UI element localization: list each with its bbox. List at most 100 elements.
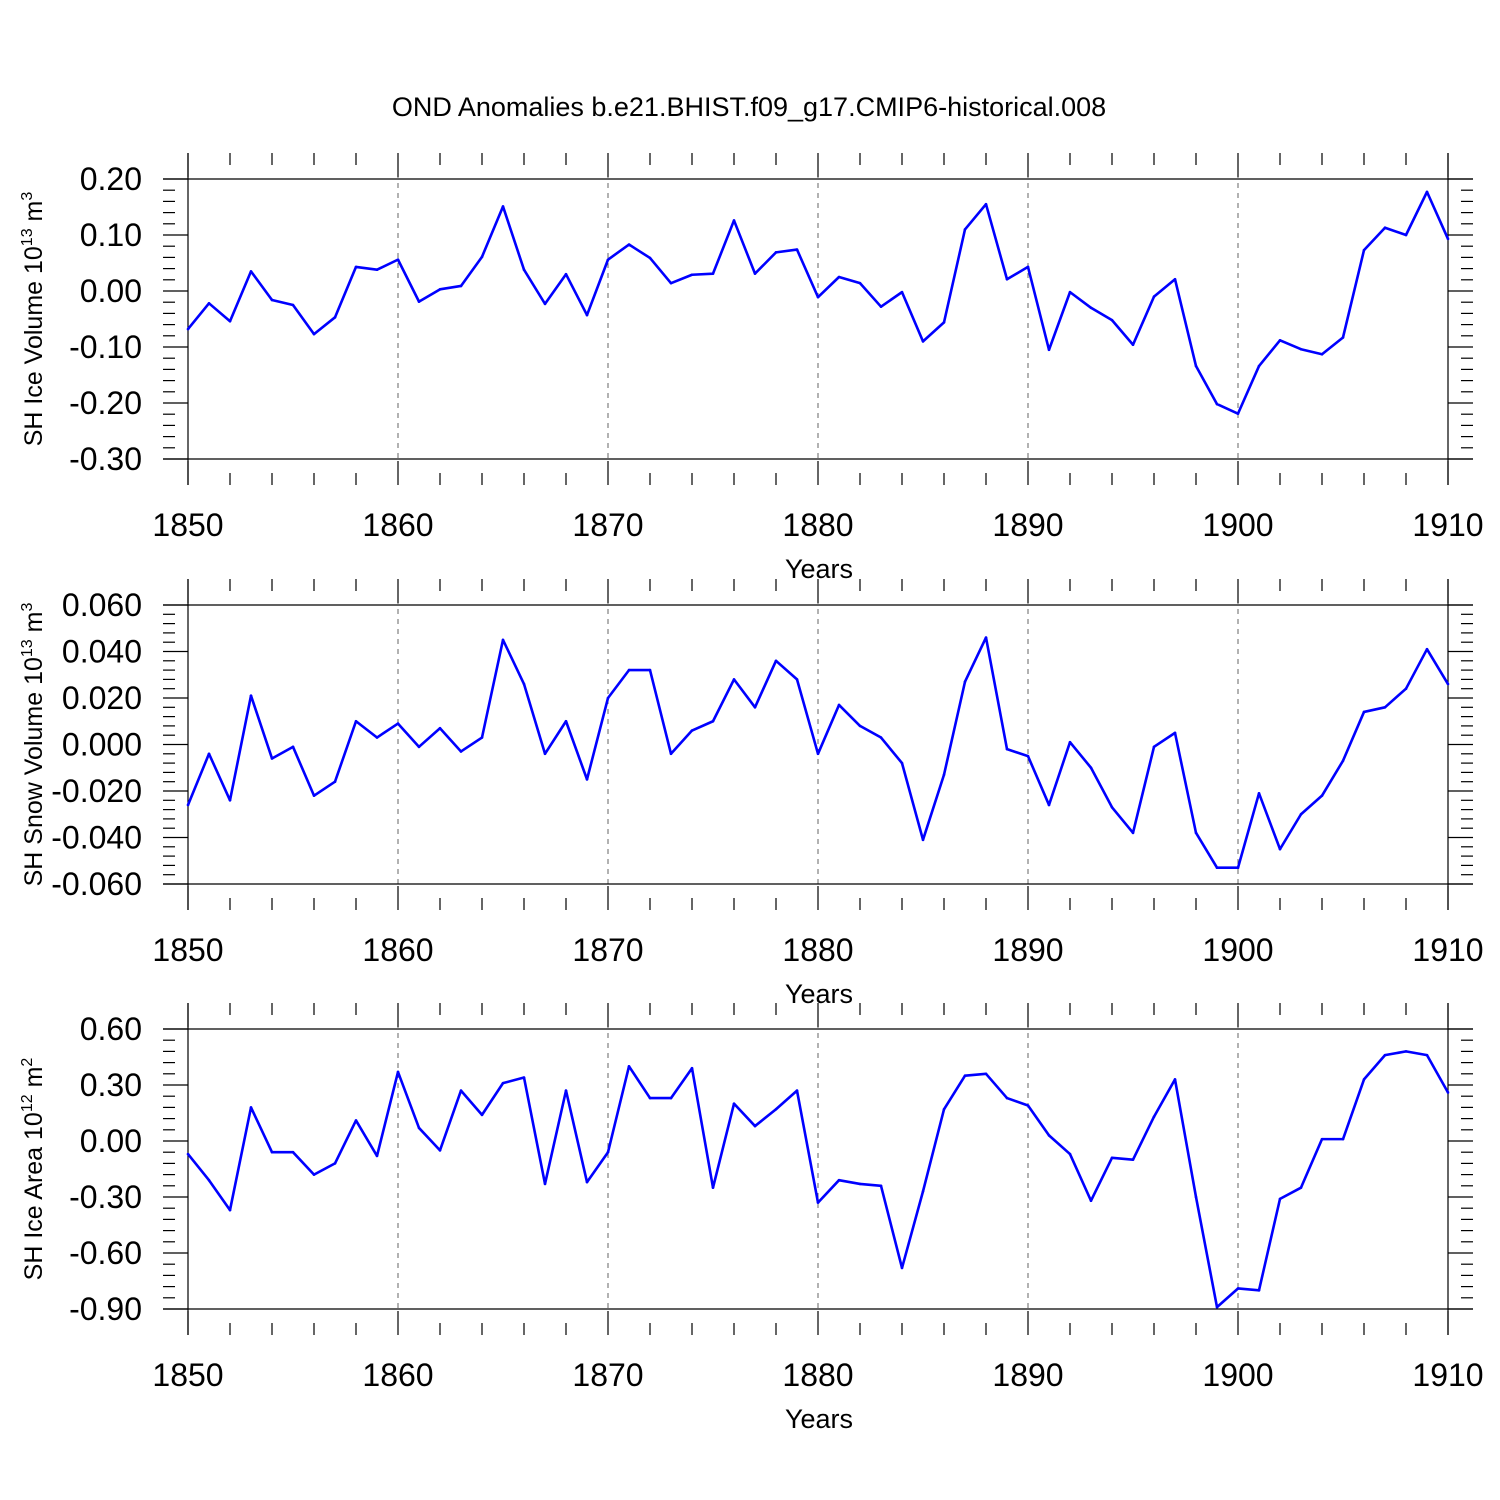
chart-title: OND Anomalies b.e21.BHIST.f09_g17.CMIP6-… — [392, 92, 1106, 122]
data-point — [438, 1149, 442, 1152]
data-point — [795, 248, 799, 251]
data-point — [564, 719, 568, 723]
data-point — [1257, 1289, 1261, 1292]
data-point — [207, 302, 211, 305]
data-point — [501, 1081, 505, 1085]
data-point — [1320, 352, 1324, 356]
data-point — [606, 1150, 610, 1154]
data-point — [690, 273, 694, 277]
data-point — [1173, 277, 1177, 281]
data-point — [690, 1066, 694, 1070]
data-point — [1005, 747, 1009, 751]
data-point — [1236, 412, 1240, 415]
x-tick-label: 1850 — [152, 507, 223, 543]
data-point — [186, 803, 190, 807]
data-point — [1005, 277, 1009, 281]
data-point — [858, 1182, 862, 1186]
y-tick-label: 0.00 — [80, 273, 142, 309]
data-point — [1425, 190, 1429, 194]
data-point — [1215, 866, 1219, 870]
data-point — [753, 706, 757, 709]
data-point — [354, 719, 358, 723]
data-point — [942, 773, 946, 777]
data-point — [1383, 1053, 1387, 1057]
x-tick-label: 1880 — [782, 1357, 853, 1393]
data-point — [816, 295, 820, 299]
data-point — [585, 778, 589, 781]
data-point — [207, 752, 211, 756]
y-tick-label: 0.10 — [80, 217, 142, 253]
data-point — [312, 794, 316, 797]
data-point — [396, 258, 400, 261]
x-tick-label: 1870 — [572, 932, 643, 968]
data-point — [1278, 847, 1282, 851]
data-point — [1278, 338, 1282, 342]
data-point — [1257, 364, 1261, 368]
data-point — [375, 268, 379, 272]
data-point — [1215, 1305, 1219, 1309]
data-point — [396, 722, 400, 725]
data-point — [1362, 1078, 1366, 1081]
data-point — [249, 694, 253, 697]
data-point — [375, 736, 379, 739]
series-line — [186, 1050, 1450, 1309]
data-point — [1425, 1053, 1429, 1057]
data-point — [816, 752, 820, 756]
data-point — [1194, 1195, 1198, 1199]
data-point — [1320, 794, 1324, 797]
data-point — [1425, 647, 1429, 651]
panel-3: 0.60 0.30 0.00 -0.30 -0.60 -0.90 1850 1860 1870 1… — [19, 1003, 1484, 1434]
data-point — [1110, 805, 1114, 809]
data-point — [1026, 754, 1030, 758]
data-point — [900, 1266, 904, 1270]
x-tick-label: 1850 — [152, 1357, 223, 1393]
x-tick-label: 1900 — [1202, 507, 1273, 543]
data-point — [1005, 1096, 1009, 1100]
data-point — [1047, 803, 1051, 807]
data-point — [1299, 812, 1303, 816]
data-point — [627, 1065, 631, 1068]
data-point — [207, 1178, 211, 1182]
data-point — [921, 838, 925, 842]
x-tick-label: 1910 — [1412, 932, 1483, 968]
data-point — [921, 1190, 925, 1193]
data-point — [354, 1119, 358, 1122]
data-point — [1383, 226, 1387, 230]
data-point — [312, 1173, 316, 1176]
data-point — [648, 256, 652, 260]
y-tick-label: -0.10 — [69, 329, 142, 365]
y-axis-label: SH Ice Area 1012 m2 — [19, 1058, 48, 1281]
data-point — [1026, 1104, 1030, 1107]
data-point — [858, 281, 862, 285]
data-point — [291, 745, 295, 749]
data-point — [732, 219, 736, 222]
data-point — [270, 1150, 274, 1154]
data-point — [606, 258, 610, 261]
data-point — [1341, 336, 1345, 339]
data-point — [1026, 265, 1030, 269]
data-point — [732, 1102, 736, 1105]
data-point — [459, 1089, 463, 1092]
data-point — [354, 265, 358, 269]
data-point — [648, 1096, 652, 1100]
data-point — [774, 251, 778, 254]
data-point — [1047, 348, 1051, 352]
data-point — [417, 745, 421, 749]
x-tick-label: 1890 — [992, 1357, 1063, 1393]
data-point — [522, 1076, 526, 1079]
data-point — [1320, 1137, 1324, 1141]
data-point — [249, 270, 253, 273]
panels: 0.20 0.10 0.00 -0.10 -0.20 -0.30 1850 1860 1870 1… — [19, 153, 1484, 1434]
panel-1: 0.20 0.10 0.00 -0.10 -0.20 -0.30 1850 1860 1870 1… — [19, 153, 1484, 584]
x-tick-label: 1870 — [572, 507, 643, 543]
data-point — [963, 1074, 967, 1077]
data-point — [1215, 402, 1219, 406]
data-point — [921, 340, 925, 343]
data-point — [1173, 731, 1177, 735]
data-point — [627, 668, 631, 672]
data-point — [1194, 831, 1198, 835]
data-point — [228, 1208, 232, 1212]
data-point — [585, 1180, 589, 1184]
data-point — [564, 1089, 568, 1092]
data-point — [774, 659, 778, 663]
